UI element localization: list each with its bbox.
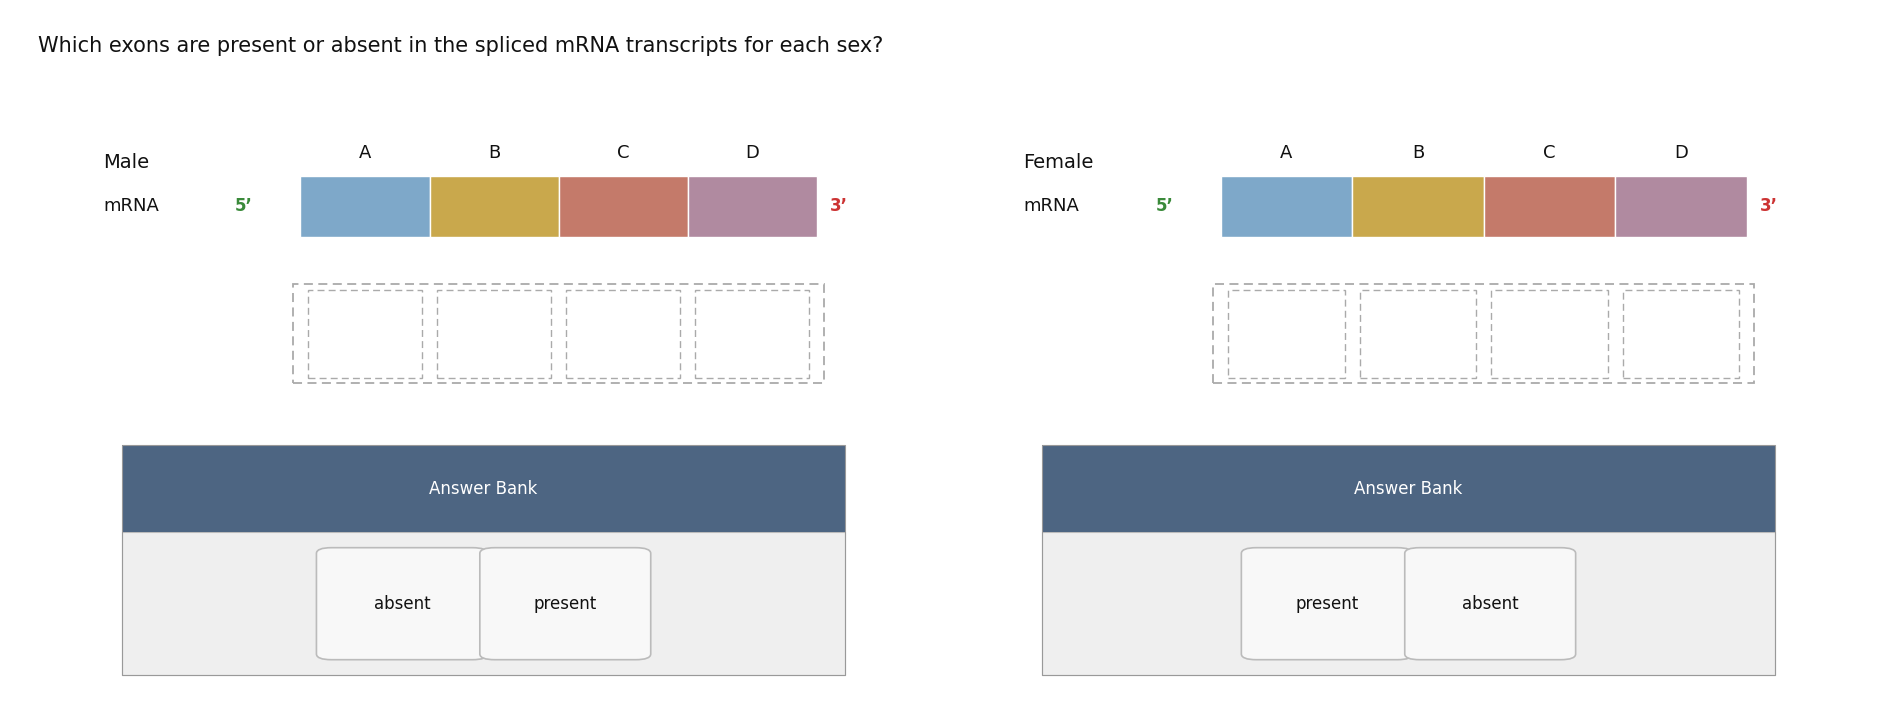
Text: mRNA: mRNA — [103, 197, 160, 215]
Bar — [300, 176, 430, 237]
Text: mRNA: mRNA — [1024, 197, 1080, 215]
Text: present: present — [533, 595, 597, 612]
Bar — [560, 176, 687, 237]
Text: Female: Female — [1024, 154, 1093, 172]
Bar — [1615, 176, 1747, 237]
Bar — [1484, 176, 1615, 237]
FancyBboxPatch shape — [316, 548, 486, 660]
Bar — [1352, 176, 1484, 237]
Text: 5’: 5’ — [1155, 197, 1174, 215]
Text: absent: absent — [1461, 595, 1519, 612]
Text: absent: absent — [374, 595, 430, 612]
Text: 3’: 3’ — [1760, 197, 1778, 215]
FancyBboxPatch shape — [1241, 548, 1412, 660]
Text: 3’: 3’ — [830, 197, 849, 215]
Text: C: C — [618, 144, 629, 162]
Text: C: C — [1544, 144, 1555, 162]
Text: D: D — [1673, 144, 1688, 162]
Text: 5’: 5’ — [235, 197, 254, 215]
Text: A: A — [1281, 144, 1292, 162]
Text: Male: Male — [103, 154, 150, 172]
Bar — [687, 176, 817, 237]
Bar — [122, 445, 845, 533]
Text: Answer Bank: Answer Bank — [430, 480, 537, 498]
Bar — [1221, 176, 1352, 237]
Text: present: present — [1296, 595, 1358, 612]
Text: B: B — [488, 144, 500, 162]
Text: B: B — [1412, 144, 1424, 162]
Bar — [122, 445, 845, 675]
Text: Answer Bank: Answer Bank — [1354, 480, 1463, 498]
Bar — [1042, 445, 1775, 675]
Bar — [1042, 533, 1775, 675]
Text: D: D — [746, 144, 759, 162]
Bar — [1042, 445, 1775, 533]
FancyBboxPatch shape — [479, 548, 650, 660]
FancyBboxPatch shape — [1405, 548, 1576, 660]
Bar — [122, 533, 845, 675]
Bar — [430, 176, 560, 237]
Text: A: A — [359, 144, 372, 162]
Text: Which exons are present or absent in the spliced mRNA transcripts for each sex?: Which exons are present or absent in the… — [38, 36, 883, 56]
